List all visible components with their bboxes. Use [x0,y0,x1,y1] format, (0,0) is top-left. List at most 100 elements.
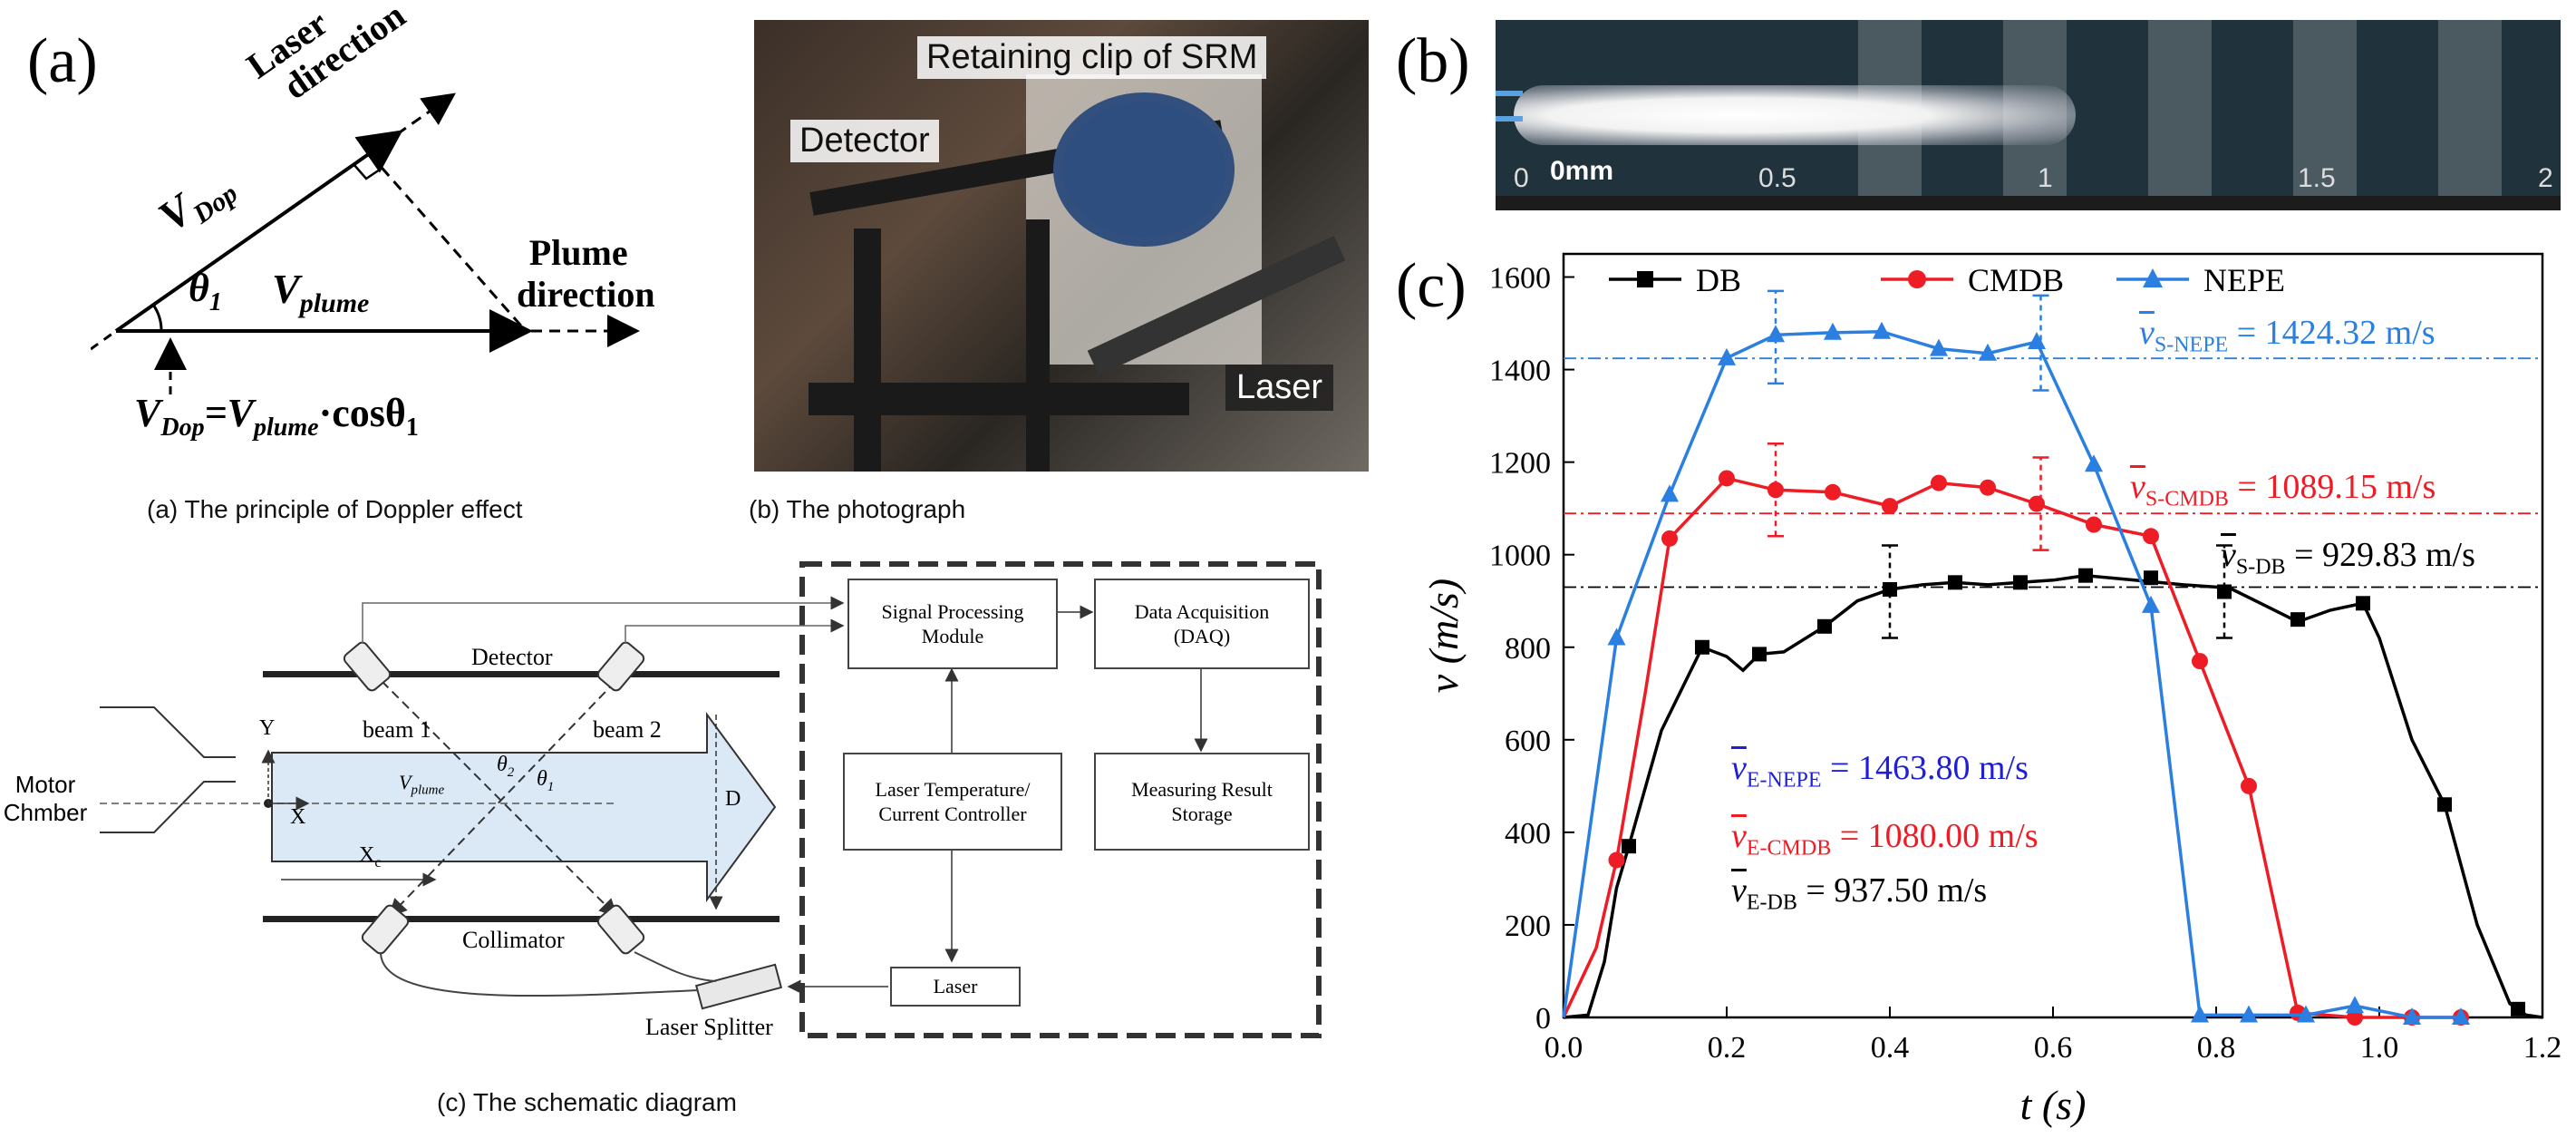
anno-e-db-v: v [1731,871,1747,910]
experiment-photograph: Retaining clip of SRM Detector Laser [754,20,1369,472]
x-tick-label: 0.6 [2034,1031,2073,1065]
data-point [2013,575,2028,590]
legend-marker [1908,270,1926,288]
data-point [1719,470,1735,487]
storage-line2: Storage [1171,803,1233,825]
vplume-subscript: plume [411,783,445,798]
beam-2-line [388,670,626,918]
y-axis-label: v (m/s) [1420,579,1467,693]
spm-line1: Signal Processing [881,599,1024,623]
schematic-collimator-label: Collimator [462,927,565,953]
vplume-symbol: V [399,771,412,793]
legend-label: NEPE [2203,262,2285,298]
anno-s-db-val: = 929.83 m/s [2285,536,2475,574]
plume-image-strip: 0mm 0 0.5 1 1.5 2 [1496,20,2561,210]
data-point [1882,498,1898,515]
data-point [1980,479,1996,496]
data-point [2511,1001,2525,1017]
strip-tick: 1.5 [2298,163,2336,193]
beam1-label: beam 1 [363,716,431,743]
data-point [2346,996,2364,1014]
control-enclosure [799,561,1322,1038]
theta1-label: θ1 [189,265,222,317]
data-point [1948,575,1962,590]
data-point [2403,1007,2421,1025]
panel-c-letter: (c) [1396,251,1467,321]
legend-label: CMDB [1968,262,2064,298]
data-point [1607,628,1626,646]
legend-label: DB [1696,262,1741,298]
data-point [2085,454,2103,472]
anno-s-db-sub: S-DB [2235,555,2286,579]
laser-splitter-label: Laser Splitter [645,1014,773,1040]
eq-cos: ·cosθ [318,391,406,435]
data-point [2028,331,2046,349]
strip-tick: 2 [2538,163,2553,193]
x-axis-label: t (s) [2020,1082,2087,1128]
legend-marker [1637,271,1653,287]
anno-s-cmdb-val: = 1089.15 m/s [2228,468,2436,506]
data-point [1718,347,1736,365]
anno-e-nepe-v: v [1731,749,1747,787]
data-point [2086,516,2102,533]
data-point [2241,777,2257,794]
doppler-diagram [91,92,640,394]
fiber-left [380,951,699,997]
xc-label: Xc [359,843,381,871]
data-point [1608,851,1625,869]
anno-e-db-val: = 937.50 m/s [1796,871,1988,910]
theta2-label: θ2 [497,753,514,781]
y-axis-label: Y [259,716,276,740]
data-point [1824,322,1842,340]
eq-v: V [134,391,161,435]
y-tick-label: 600 [1505,725,1551,758]
photo-label-clip: Retaining clip of SRM [917,36,1267,79]
data-point [2297,1005,2315,1023]
data-point [1817,618,1832,634]
xc-symbol: X [359,843,375,867]
y-tick-label: 1600 [1489,262,1551,296]
legend-marker [2143,268,2163,287]
anno-s-cmdb-sub: S-CMDB [2145,487,2229,511]
strip-band [2148,20,2212,210]
data-point [2144,570,2158,586]
right-angle-mark [353,163,383,180]
d-label: D [725,787,741,811]
xc-subscript: c [374,854,382,871]
extension-dash [91,329,117,351]
anno-s-nepe-sub: S-NEPE [2154,333,2229,357]
anno-s-cmdb-v: v [2130,468,2145,506]
x-axis-label: X [290,805,306,829]
v-plume-label: Vplume [272,265,369,319]
photo-label-laser: Laser [1225,365,1334,411]
strip-tick: 0 [1514,163,1529,193]
plume-arrow [271,711,777,903]
y-tick-label: 1200 [1489,447,1551,481]
series-line [1562,329,2461,1019]
data-point [2347,1009,2363,1026]
eq-sub-dop: Dop [160,413,205,442]
y-tick-label: 1400 [1489,355,1551,388]
data-point [2240,1005,2258,1023]
fiber-right [634,951,717,982]
anno-s-nepe-val: = 1424.32 m/s [2228,314,2436,352]
anno-s-nepe-v: v [2139,314,2155,352]
v-dop-vector [114,130,403,333]
plume-label-line2: direction [517,274,655,315]
detector-head-2 [596,641,645,692]
collimator-head-1 [361,904,410,955]
anno-e-db-sub: E-DB [1746,890,1797,915]
schematic-diagram [100,561,1322,1038]
anno-e-cmdb: vE-CMDB = 1080.00 m/s [1731,816,2039,861]
plume-direction-label: Plume direction [517,232,655,316]
data-point [1931,474,1947,491]
daq-box: Data Acquisition (DAQ) [1094,579,1310,669]
y-tick-label: 400 [1505,817,1551,851]
theta1s-subscript: 1 [547,779,555,794]
data-point [1825,483,1841,501]
anno-e-cmdb-val: = 1080.00 m/s [1831,817,2039,855]
plume-glow [1514,85,2076,145]
theta1s-symbol: θ [537,767,547,791]
ctrl-line2: Current Controller [878,803,1027,825]
theta1-schematic-label: θ1 [537,767,554,795]
